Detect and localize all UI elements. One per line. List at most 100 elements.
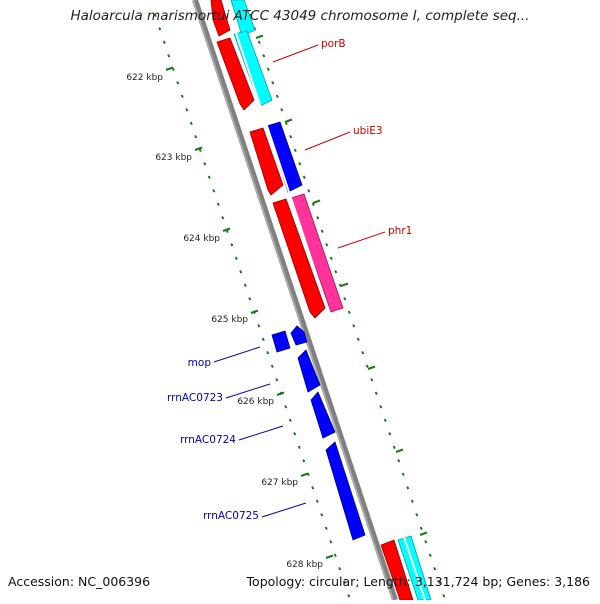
- tick-dot: [325, 243, 329, 247]
- tick-dot: [419, 526, 423, 531]
- length-label: Length:: [363, 574, 411, 589]
- tick-dot: [243, 283, 247, 288]
- tick-dot: [297, 445, 301, 450]
- gene-feature-phr1-red[interactable]: [272, 198, 326, 319]
- tick-label-628: 628 kbp: [286, 560, 323, 570]
- genome-backbone-highlight: [192, 0, 394, 601]
- tick-dot: [162, 40, 166, 45]
- gene-feature-cyan-top[interactable]: [230, 0, 256, 37]
- connector-rrnAC0724: [238, 425, 284, 441]
- tick-major: [222, 227, 231, 233]
- tick-dot: [307, 189, 311, 193]
- tick-dot: [266, 351, 270, 355]
- tick-dot: [271, 81, 275, 85]
- length-value: 3,131,724 bp: [414, 574, 499, 589]
- gene-label-porB[interactable]: porB: [321, 38, 346, 50]
- tick-dot: [338, 283, 342, 288]
- tick-dot: [257, 324, 261, 328]
- connector-rrnAC0725: [261, 502, 307, 518]
- gene-label-phr1[interactable]: phr1: [388, 225, 412, 237]
- tick-dot: [311, 202, 315, 207]
- tick-dot: [329, 256, 333, 261]
- tick-dot: [442, 594, 446, 598]
- gene-feature-ubiE3-red[interactable]: [249, 127, 284, 196]
- tick-label-624: 624 kbp: [183, 234, 220, 244]
- tick-major: [194, 146, 203, 152]
- gene-feature-red-top[interactable]: [210, 0, 231, 37]
- tick-dot: [383, 418, 387, 423]
- tick-dot: [334, 270, 338, 274]
- gene-label-rrnAC0723[interactable]: rrnAC0723: [167, 392, 223, 404]
- tick-dot: [437, 580, 441, 585]
- tick-dot: [289, 135, 293, 139]
- accession-value: NC_006396: [78, 574, 151, 589]
- tick-dot: [288, 418, 292, 423]
- tick-label-623: 623 kbp: [155, 153, 192, 163]
- tick-dot: [365, 364, 369, 369]
- topology-value: circular: [309, 574, 356, 589]
- tick-dot: [428, 553, 432, 558]
- tick-dot: [293, 148, 297, 153]
- tick-dot: [361, 351, 365, 355]
- tick-dot: [198, 148, 202, 153]
- tick-dot: [352, 324, 356, 328]
- tick-label-626: 626 kbp: [237, 397, 274, 407]
- genes-value: 3,186: [554, 574, 590, 589]
- tick-major: [284, 118, 293, 124]
- tick-major: [395, 448, 404, 454]
- tick-dot: [207, 175, 211, 180]
- gene-feature-rrnAC0723[interactable]: [297, 349, 321, 393]
- tick-dot: [275, 94, 279, 99]
- gene-feature-rrnAC0725[interactable]: [325, 441, 366, 541]
- tick-dot: [261, 337, 265, 342]
- tick-dot: [280, 108, 284, 112]
- tick-dot: [212, 189, 216, 193]
- gene-feature-rrnAC0724[interactable]: [310, 391, 336, 439]
- gene-label-rrnAC0725[interactable]: rrnAC0725: [203, 510, 259, 522]
- gene-label-rrnAC0724[interactable]: rrnAC0724: [180, 434, 236, 446]
- gene-feature-porB-red[interactable]: [216, 37, 255, 111]
- tick-dot: [230, 243, 234, 247]
- tick-dot: [401, 472, 405, 477]
- gene-label-ubiE3[interactable]: ubiE3: [353, 125, 383, 137]
- tick-dot: [293, 432, 297, 436]
- gene-features: [210, 0, 432, 601]
- tick-dot: [262, 54, 266, 58]
- tick-dot: [153, 13, 157, 18]
- gene-feature-phr1-magenta[interactable]: [290, 193, 344, 313]
- tick-dot: [329, 540, 333, 544]
- tick-dot: [392, 445, 396, 450]
- tick-dot: [248, 13, 252, 18]
- topology-label: Topology:: [246, 574, 306, 589]
- gene-feature-mop-right[interactable]: [290, 325, 308, 346]
- tick-major: [367, 365, 376, 371]
- tick-dot: [410, 499, 414, 504]
- tick-dot: [302, 175, 306, 180]
- genome-backbone: [192, 0, 398, 601]
- connector-porB: [272, 44, 319, 63]
- tick-major: [165, 66, 174, 72]
- tick-major: [300, 472, 309, 478]
- tick-dot: [234, 256, 238, 261]
- tick-major: [340, 282, 349, 288]
- tick-dot: [221, 216, 225, 220]
- tick-dot: [388, 432, 392, 436]
- tick-dot: [167, 54, 171, 58]
- tick-dot: [180, 94, 184, 99]
- tick-dot: [275, 378, 279, 382]
- tick-dot: [424, 540, 428, 544]
- tick-dot: [203, 162, 207, 166]
- tick-dot: [284, 405, 288, 409]
- tick-dot: [370, 378, 374, 382]
- tick-label-627: 627 kbp: [261, 478, 298, 488]
- tick-dot: [333, 553, 337, 558]
- tick-major: [325, 554, 334, 560]
- tick-dot: [320, 513, 324, 517]
- gene-label-mop[interactable]: mop: [188, 357, 212, 369]
- tick-dot: [302, 459, 306, 463]
- tick-dot: [311, 486, 315, 490]
- gene-feature-mop-left[interactable]: [271, 330, 291, 353]
- tick-dot: [343, 297, 347, 301]
- accession-label: Accession:: [8, 574, 75, 589]
